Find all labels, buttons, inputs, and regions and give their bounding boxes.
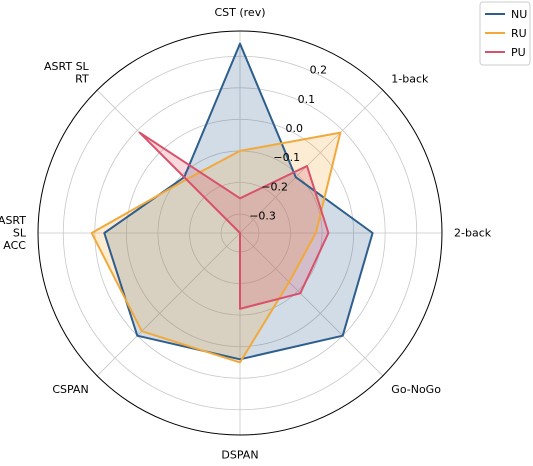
- radial-tick-label: 0.0: [286, 122, 304, 135]
- series-line-ru: [90, 131, 342, 364]
- radial-tick-label: −0.1: [273, 151, 300, 164]
- spoke-3: [239, 232, 384, 377]
- radial-tick-label: −0.3: [249, 210, 276, 223]
- legend-label-ru: RU: [511, 27, 527, 40]
- grid-layer: [37, 30, 443, 436]
- legend-label-pu: PU: [511, 46, 526, 59]
- radial-tick-label: 0.1: [298, 93, 316, 106]
- legend-label-nu: NU: [511, 8, 527, 21]
- axis-label: CSPAN: [52, 383, 88, 396]
- axis-label: ASRT SL RT: [44, 60, 90, 86]
- series-line-pu: [138, 131, 330, 310]
- radial-tick-label: 0.2: [310, 64, 328, 77]
- axis-label: ASRT SL ACC: [0, 214, 27, 252]
- series-fill-ru: [91, 132, 341, 363]
- spoke-5: [96, 232, 241, 377]
- axis-label: CST (rev): [214, 6, 265, 19]
- series-layer: [90, 42, 374, 364]
- spoke-1: [239, 89, 384, 234]
- legend: NU RU PU: [479, 1, 531, 66]
- radial-tick-labels: −0.3 −0.2 −0.1 0.0 0.1 0.2: [249, 64, 327, 223]
- outer-frame: [37, 30, 443, 436]
- axis-label: 2-back: [454, 226, 492, 239]
- axis-labels: CST (rev) 1-back 2-back Go-NoGo DSPAN CSPAN AS…: [0, 6, 492, 462]
- axis-label: Go-NoGo: [391, 383, 441, 396]
- axis-label: DSPAN: [221, 449, 258, 462]
- series-fill-pu: [139, 132, 329, 309]
- radial-tick-label: −0.2: [261, 180, 288, 193]
- grid-circle-4: [94, 87, 386, 379]
- axis-label: 1-back: [391, 73, 429, 86]
- grid-circle-5: [62, 55, 418, 411]
- grid-circle-3: [125, 118, 355, 348]
